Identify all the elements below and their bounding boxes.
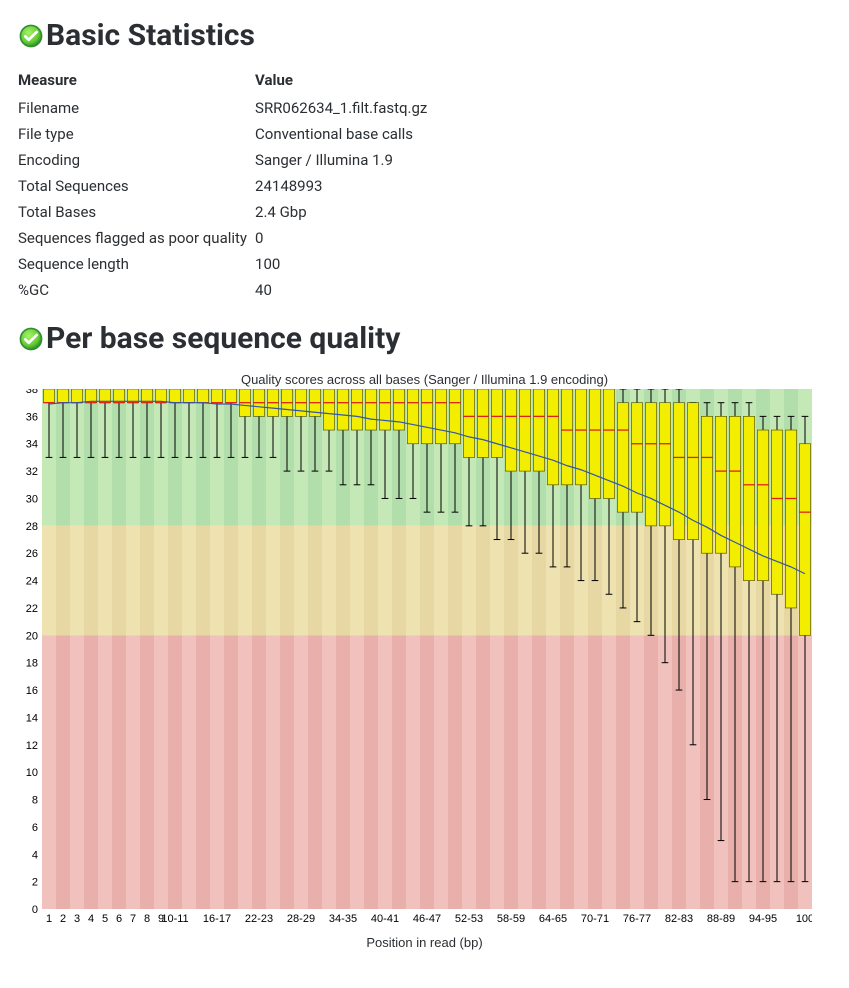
svg-text:3: 3 — [74, 913, 80, 925]
svg-text:22: 22 — [26, 603, 38, 615]
quality-chart-container: Quality scores across all bases (Sanger … — [18, 372, 831, 950]
svg-text:6: 6 — [116, 913, 122, 925]
svg-text:28-29: 28-29 — [287, 913, 315, 925]
table-row: EncodingSanger / Illumina 1.9 — [18, 147, 435, 173]
chart-xlabel: Position in read (bp) — [18, 935, 831, 950]
pass-icon — [18, 23, 44, 49]
table-row: Total Bases2.4 Gbp — [18, 199, 435, 225]
svg-text:34-35: 34-35 — [329, 913, 357, 925]
value-cell: 0 — [255, 225, 435, 251]
measure-cell: Encoding — [18, 147, 255, 173]
svg-text:30: 30 — [26, 493, 38, 505]
svg-text:40-41: 40-41 — [371, 913, 399, 925]
per-base-quality-heading: Per base sequence quality — [18, 321, 831, 356]
svg-text:52-53: 52-53 — [455, 913, 483, 925]
svg-text:76-77: 76-77 — [623, 913, 651, 925]
svg-text:70-71: 70-71 — [581, 913, 609, 925]
svg-text:6: 6 — [32, 822, 38, 834]
svg-text:88-89: 88-89 — [707, 913, 735, 925]
svg-text:38: 38 — [26, 389, 38, 396]
svg-text:16-17: 16-17 — [203, 913, 231, 925]
table-row: %GC40 — [18, 277, 435, 303]
svg-text:82-83: 82-83 — [665, 913, 693, 925]
value-cell: 2.4 Gbp — [255, 199, 435, 225]
basic-statistics-title: Basic Statistics — [46, 18, 255, 53]
svg-text:36: 36 — [26, 411, 38, 423]
svg-text:12: 12 — [26, 740, 38, 752]
svg-text:24: 24 — [26, 576, 38, 588]
svg-text:2: 2 — [32, 877, 38, 889]
measure-cell: File type — [18, 121, 255, 147]
measure-cell: Sequence length — [18, 251, 255, 277]
basic-statistics-table: Measure Value FilenameSRR062634_1.filt.f… — [18, 67, 435, 303]
table-head-value: Value — [255, 67, 435, 95]
svg-text:22-23: 22-23 — [245, 913, 273, 925]
svg-text:8: 8 — [144, 913, 150, 925]
chart-title: Quality scores across all bases (Sanger … — [18, 372, 831, 387]
value-cell: Sanger / Illumina 1.9 — [255, 147, 435, 173]
pass-icon — [18, 326, 44, 352]
svg-text:10-11: 10-11 — [161, 913, 188, 925]
svg-text:58-59: 58-59 — [497, 913, 525, 925]
svg-text:2: 2 — [60, 913, 66, 925]
svg-text:32: 32 — [26, 466, 38, 478]
value-cell: 100 — [255, 251, 435, 277]
svg-text:94-95: 94-95 — [749, 913, 777, 925]
measure-cell: Total Bases — [18, 199, 255, 225]
svg-text:4: 4 — [88, 913, 94, 925]
svg-text:46-47: 46-47 — [413, 913, 441, 925]
svg-text:1: 1 — [46, 913, 52, 925]
svg-text:14: 14 — [26, 712, 38, 724]
measure-cell: Total Sequences — [18, 173, 255, 199]
svg-text:64-65: 64-65 — [539, 913, 567, 925]
basic-statistics-heading: Basic Statistics — [18, 18, 831, 53]
svg-text:100: 100 — [796, 913, 812, 925]
table-row: Sequences flagged as poor quality0 — [18, 225, 435, 251]
measure-cell: Filename — [18, 95, 255, 121]
svg-text:26: 26 — [26, 548, 38, 560]
svg-text:28: 28 — [26, 521, 38, 533]
svg-text:0: 0 — [32, 904, 38, 916]
svg-text:8: 8 — [32, 795, 38, 807]
value-cell: 24148993 — [255, 173, 435, 199]
table-row: FilenameSRR062634_1.filt.fastq.gz — [18, 95, 435, 121]
value-cell: SRR062634_1.filt.fastq.gz — [255, 95, 435, 121]
quality-boxplot-chart: 0246810121416182022242628303234363812345… — [18, 389, 831, 931]
table-row: Total Sequences24148993 — [18, 173, 435, 199]
svg-text:5: 5 — [102, 913, 108, 925]
measure-cell: %GC — [18, 277, 255, 303]
svg-text:34: 34 — [26, 439, 38, 451]
svg-text:20: 20 — [26, 630, 38, 642]
per-base-quality-title: Per base sequence quality — [46, 321, 400, 356]
value-cell: Conventional base calls — [255, 121, 435, 147]
value-cell: 40 — [255, 277, 435, 303]
svg-text:7: 7 — [130, 913, 136, 925]
table-head-measure: Measure — [18, 67, 255, 95]
table-row: File typeConventional base calls — [18, 121, 435, 147]
svg-text:18: 18 — [26, 658, 38, 670]
svg-text:10: 10 — [26, 767, 38, 779]
measure-cell: Sequences flagged as poor quality — [18, 225, 255, 251]
table-row: Sequence length100 — [18, 251, 435, 277]
svg-text:4: 4 — [32, 849, 38, 861]
svg-text:16: 16 — [26, 685, 38, 697]
